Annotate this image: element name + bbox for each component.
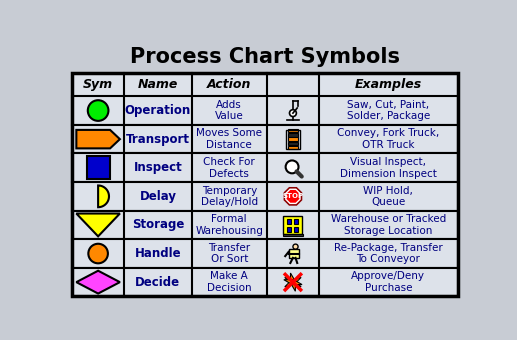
Bar xyxy=(288,249,299,258)
Text: Make A
Decision: Make A Decision xyxy=(207,271,252,293)
Text: Handle: Handle xyxy=(134,247,181,260)
Bar xyxy=(72,211,458,239)
Bar xyxy=(288,146,298,150)
Bar xyxy=(72,73,458,96)
Text: STOP: STOP xyxy=(282,193,303,199)
Text: Decide: Decide xyxy=(135,276,180,289)
Text: Inspect: Inspect xyxy=(133,161,183,174)
Text: Warehouse or Tracked
Storage Location: Warehouse or Tracked Storage Location xyxy=(331,214,446,236)
Circle shape xyxy=(285,160,298,173)
Text: Temporary
Delay/Hold: Temporary Delay/Hold xyxy=(201,186,258,207)
Circle shape xyxy=(290,110,296,117)
Text: Check For
Defects: Check For Defects xyxy=(203,157,255,178)
Polygon shape xyxy=(291,273,295,291)
Bar xyxy=(288,137,298,141)
Circle shape xyxy=(293,244,298,249)
Bar xyxy=(72,268,458,296)
Text: Storage: Storage xyxy=(132,218,184,232)
Polygon shape xyxy=(284,280,302,285)
Polygon shape xyxy=(284,188,301,205)
Text: Action: Action xyxy=(207,78,251,91)
Polygon shape xyxy=(285,277,301,287)
Bar xyxy=(288,141,298,145)
Text: Convey, Fork Truck,
OTR Truck: Convey, Fork Truck, OTR Truck xyxy=(337,128,439,150)
Circle shape xyxy=(88,100,109,121)
Bar xyxy=(87,156,110,179)
Text: Adds
Value: Adds Value xyxy=(215,100,244,121)
Text: Name: Name xyxy=(138,78,178,91)
Polygon shape xyxy=(77,130,120,148)
Polygon shape xyxy=(77,214,120,236)
Text: Visual Inspect,
Dimension Inspect: Visual Inspect, Dimension Inspect xyxy=(340,157,437,178)
Text: Examples: Examples xyxy=(355,78,422,91)
Bar xyxy=(72,96,458,125)
Bar xyxy=(72,73,458,296)
Text: Moves Some
Distance: Moves Some Distance xyxy=(196,128,262,150)
Bar xyxy=(294,227,298,232)
Bar xyxy=(72,153,458,182)
Text: Saw, Cut, Paint,
Solder, Package: Saw, Cut, Paint, Solder, Package xyxy=(347,100,430,121)
Circle shape xyxy=(88,244,108,263)
Polygon shape xyxy=(285,277,301,287)
Bar xyxy=(286,130,300,149)
Bar xyxy=(294,219,298,224)
Text: Transport: Transport xyxy=(126,133,190,146)
Bar xyxy=(287,219,291,224)
Bar xyxy=(283,234,303,236)
Text: Delay: Delay xyxy=(140,190,176,203)
Bar xyxy=(287,227,291,232)
Text: Re-Package, Transfer
To Conveyor: Re-Package, Transfer To Conveyor xyxy=(334,243,443,264)
Text: Sym: Sym xyxy=(83,78,113,91)
Bar xyxy=(283,216,302,234)
Text: WIP Hold,
Queue: WIP Hold, Queue xyxy=(363,186,414,207)
Bar xyxy=(72,239,458,268)
Polygon shape xyxy=(77,271,120,293)
Bar xyxy=(72,182,458,211)
Bar xyxy=(72,125,458,153)
Text: Process Chart Symbols: Process Chart Symbols xyxy=(130,47,400,67)
Polygon shape xyxy=(98,186,109,207)
Text: Formal
Warehousing: Formal Warehousing xyxy=(195,214,263,236)
Bar xyxy=(288,129,298,132)
Text: Approve/Deny
Purchase: Approve/Deny Purchase xyxy=(352,271,425,293)
Bar xyxy=(288,133,298,137)
Text: Transfer
Or Sort: Transfer Or Sort xyxy=(208,243,250,264)
Text: Operation: Operation xyxy=(125,104,191,117)
